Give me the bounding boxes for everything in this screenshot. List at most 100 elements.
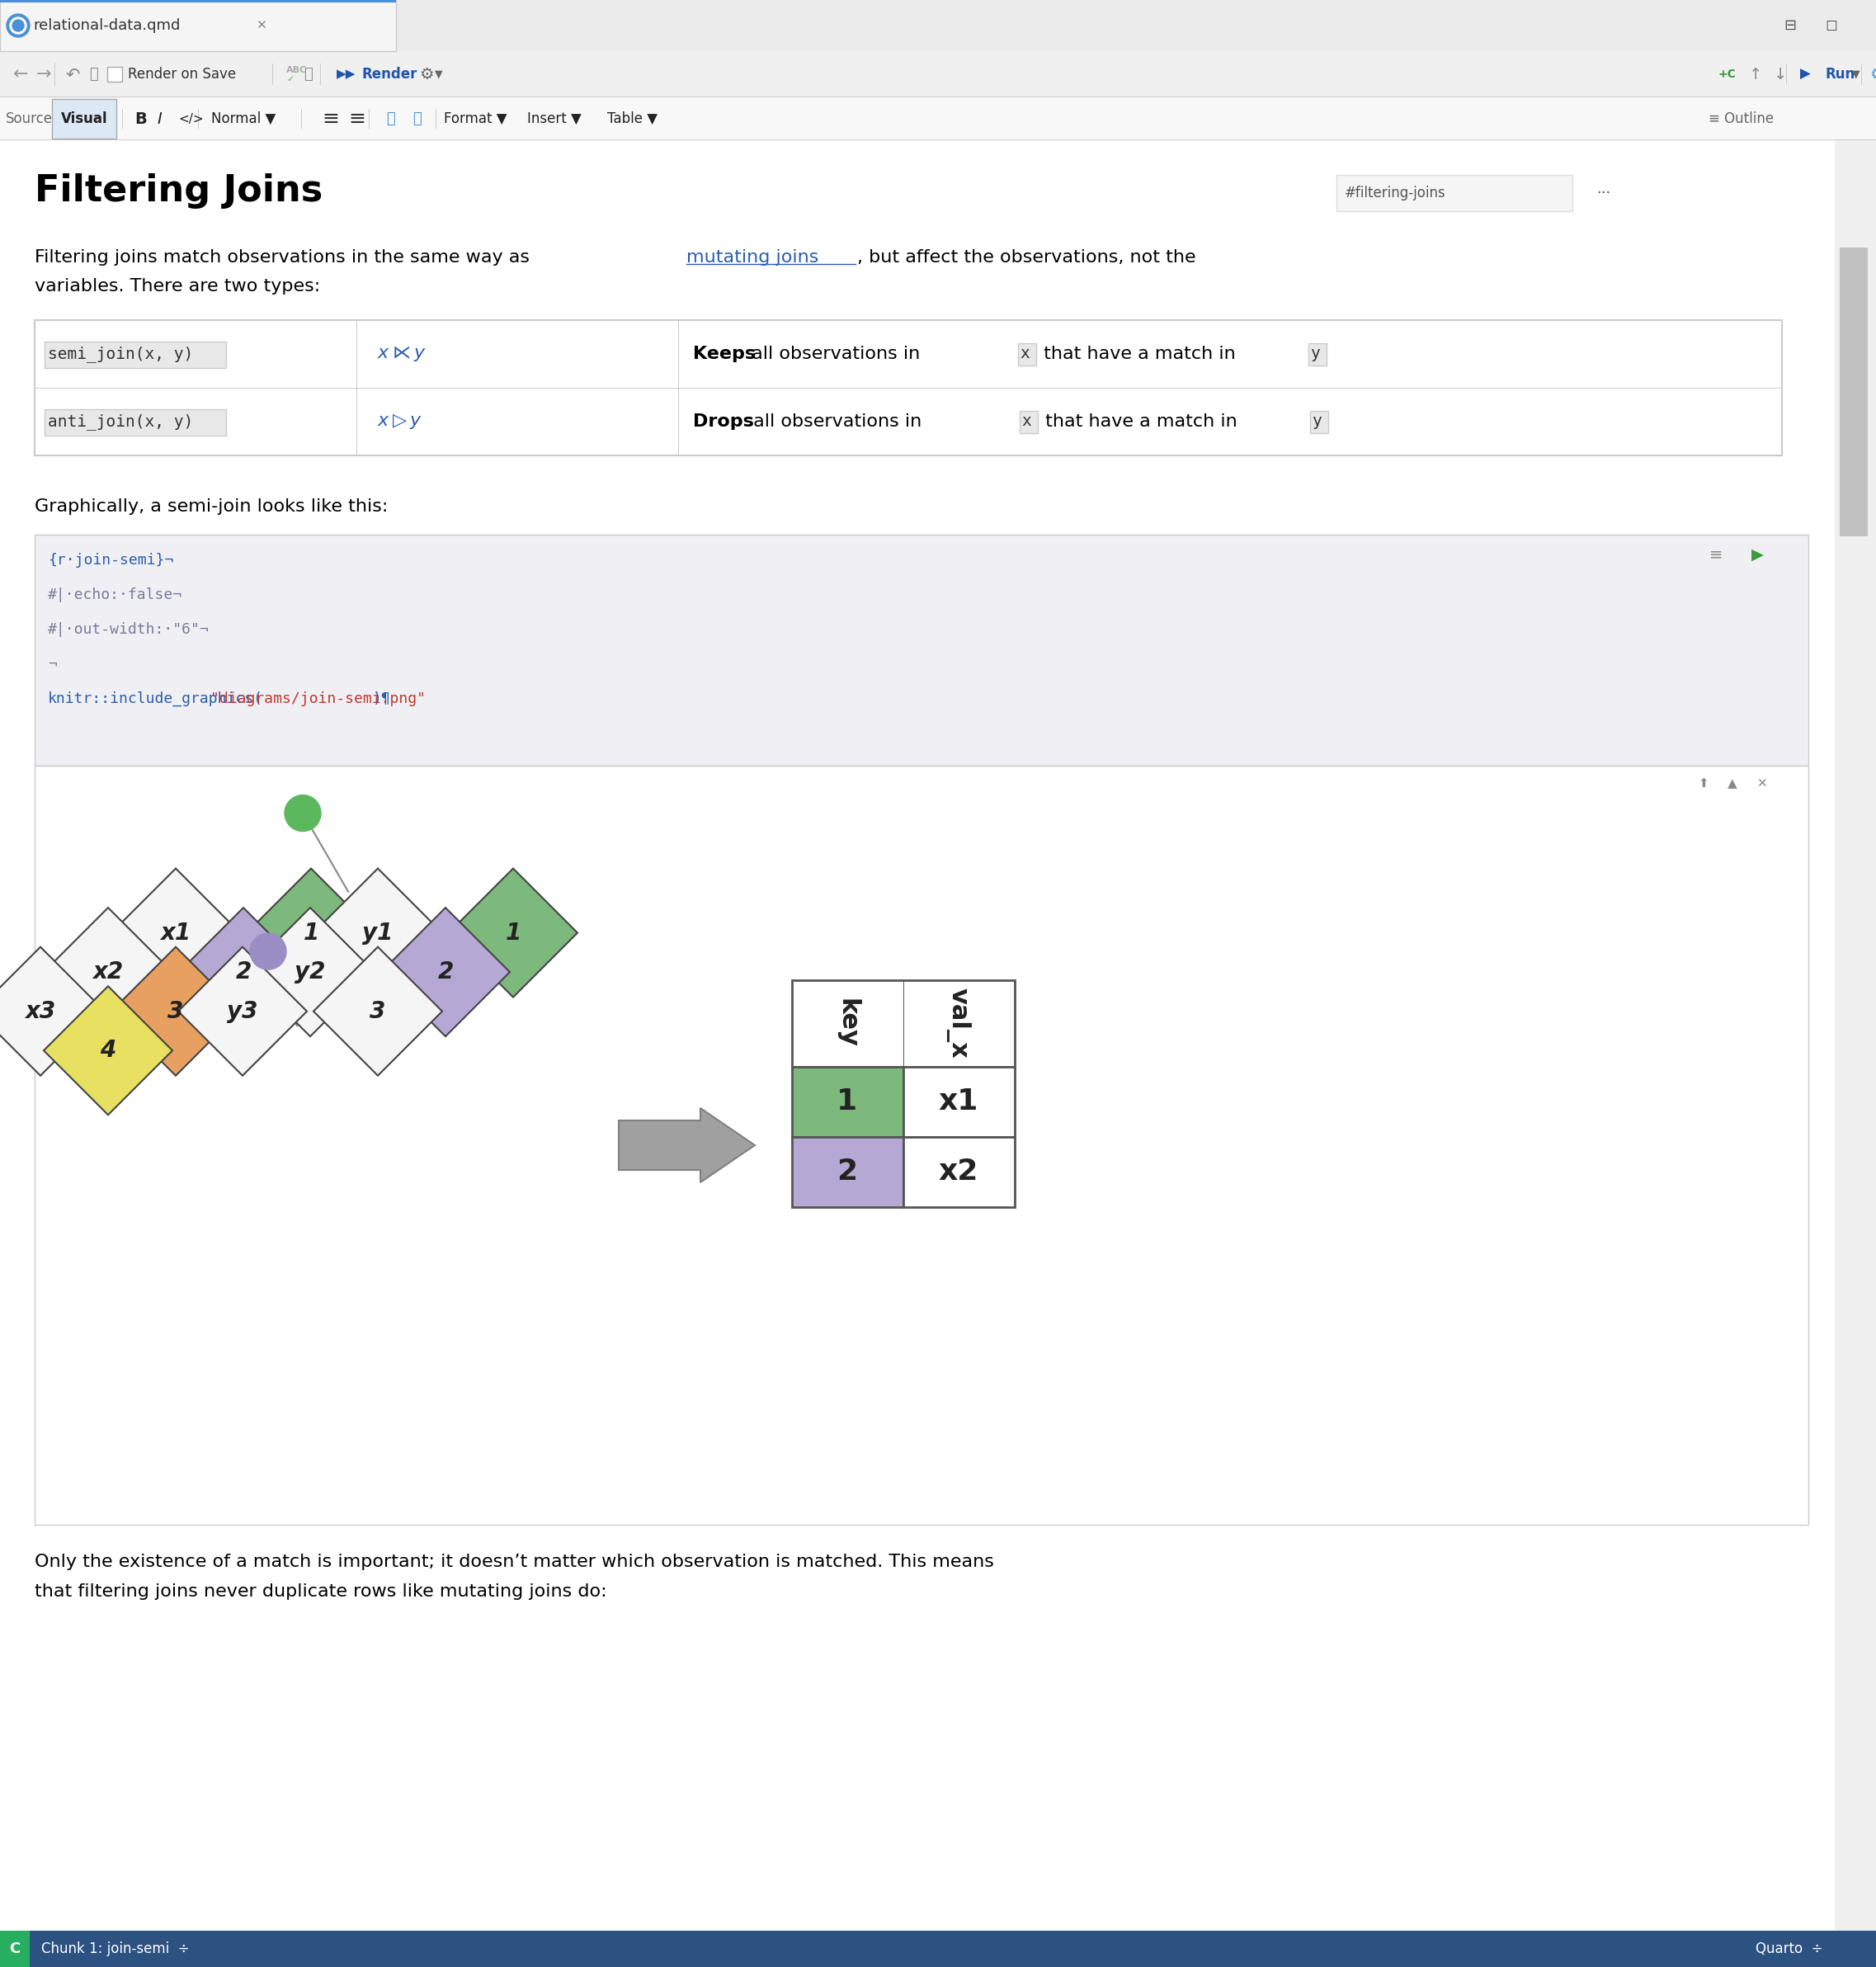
- Text: , but affect the observations, not the: , but affect the observations, not the: [857, 250, 1195, 266]
- Text: #|·echo:·false¬: #|·echo:·false¬: [49, 588, 182, 602]
- Text: Graphically, a semi-join looks like this:: Graphically, a semi-join looks like this…: [34, 498, 388, 515]
- Polygon shape: [313, 946, 443, 1076]
- Text: that have a match in: that have a match in: [1037, 346, 1242, 362]
- Text: ✕: ✕: [255, 20, 266, 31]
- Text: semi_join(x, y): semi_join(x, y): [49, 346, 193, 362]
- Circle shape: [285, 795, 321, 832]
- Text: ▶: ▶: [1750, 547, 1763, 563]
- Text: y1: y1: [362, 921, 394, 944]
- Bar: [1835, 140, 1876, 1932]
- Text: 3: 3: [167, 999, 184, 1023]
- Text: 🖼: 🖼: [413, 112, 422, 126]
- Bar: [1021, 411, 1037, 433]
- Text: →: →: [36, 67, 53, 83]
- Text: 1: 1: [837, 1088, 857, 1115]
- Text: Format ▼: Format ▼: [443, 112, 507, 126]
- Text: ←: ←: [13, 67, 28, 83]
- Text: x2: x2: [92, 960, 124, 984]
- Text: knitr::include_graphics(: knitr::include_graphics(: [49, 692, 263, 706]
- Text: B: B: [135, 110, 146, 126]
- Text: </>: </>: [178, 112, 203, 126]
- Text: ¬: ¬: [49, 657, 56, 671]
- Circle shape: [250, 932, 287, 970]
- Text: x1: x1: [938, 1088, 979, 1115]
- Polygon shape: [178, 907, 308, 1037]
- Text: key: key: [835, 999, 859, 1048]
- Bar: [0, 0, 396, 51]
- Bar: [792, 1066, 904, 1137]
- Text: ↶: ↶: [66, 67, 81, 83]
- Text: Visual: Visual: [60, 112, 107, 126]
- Bar: [107, 67, 122, 83]
- Text: Drops: Drops: [692, 413, 754, 431]
- Bar: [0, 0, 1876, 51]
- Text: ◻: ◻: [1825, 18, 1838, 33]
- Bar: [1309, 411, 1328, 433]
- Text: x3: x3: [24, 999, 56, 1023]
- Text: Filtering joins match observations in the same way as: Filtering joins match observations in th…: [34, 250, 535, 266]
- Text: y2: y2: [295, 960, 326, 984]
- Text: val_x: val_x: [946, 987, 972, 1058]
- Text: ≡: ≡: [349, 108, 366, 128]
- Text: ≡: ≡: [323, 108, 340, 128]
- Polygon shape: [178, 946, 308, 1076]
- Text: that have a match in: that have a match in: [1039, 413, 1244, 431]
- Bar: [1336, 175, 1572, 210]
- Text: x: x: [1021, 413, 1032, 429]
- Circle shape: [13, 20, 24, 31]
- Bar: [34, 321, 1782, 456]
- Text: )¶: )¶: [373, 692, 390, 706]
- Polygon shape: [448, 869, 578, 997]
- Bar: [0, 0, 396, 2]
- Bar: [792, 980, 1015, 1066]
- Text: relational-data.qmd: relational-data.qmd: [34, 18, 180, 33]
- Text: ⚙: ⚙: [1868, 67, 1876, 83]
- Text: 1: 1: [505, 921, 522, 944]
- Text: x: x: [1021, 346, 1030, 362]
- Circle shape: [9, 18, 26, 33]
- Text: ⬆: ⬆: [1698, 777, 1709, 791]
- Bar: [792, 1137, 904, 1208]
- Text: Render: Render: [362, 67, 416, 83]
- Text: ≡: ≡: [1709, 547, 1722, 563]
- Text: ABC: ABC: [287, 67, 308, 75]
- Text: 🔗: 🔗: [386, 112, 396, 126]
- Polygon shape: [111, 869, 240, 997]
- Bar: [0, 1932, 30, 1967]
- Text: +C: +C: [1718, 69, 1735, 81]
- Text: 🔍: 🔍: [304, 67, 313, 83]
- Bar: [1308, 342, 1326, 366]
- Circle shape: [8, 14, 30, 37]
- Text: 4: 4: [99, 1039, 116, 1062]
- Text: ↓: ↓: [1773, 67, 1788, 83]
- Polygon shape: [111, 946, 240, 1076]
- Text: Source: Source: [6, 112, 53, 126]
- Text: 🖫: 🖫: [88, 67, 98, 83]
- Bar: [1019, 342, 1036, 366]
- Text: ⚙: ⚙: [418, 67, 433, 83]
- Bar: [45, 342, 225, 368]
- Polygon shape: [381, 907, 510, 1037]
- Text: #|·out-width:·"6"¬: #|·out-width:·"6"¬: [49, 622, 210, 637]
- Text: I: I: [158, 110, 161, 126]
- Text: #filtering-joins: #filtering-joins: [1345, 185, 1446, 201]
- Text: 3: 3: [370, 999, 386, 1023]
- Text: Table ▼: Table ▼: [606, 112, 657, 126]
- Text: Render on Save: Render on Save: [128, 67, 236, 83]
- Text: ···: ···: [1596, 185, 1611, 201]
- Bar: [904, 1137, 1015, 1208]
- Text: Keeps: Keeps: [692, 346, 756, 362]
- Text: $x \triangleright y$: $x \triangleright y$: [377, 413, 422, 431]
- Text: x1: x1: [161, 921, 191, 944]
- Bar: [34, 535, 1808, 765]
- Text: Insert ▼: Insert ▼: [527, 112, 582, 126]
- Text: all observations in: all observations in: [747, 346, 927, 362]
- Text: anti_join(x, y): anti_join(x, y): [49, 413, 193, 431]
- Text: {r·join-semi}¬: {r·join-semi}¬: [49, 553, 173, 568]
- Text: y3: y3: [227, 999, 259, 1023]
- Text: ⊟: ⊟: [1784, 18, 1797, 33]
- Text: ≡ Outline: ≡ Outline: [1709, 112, 1773, 126]
- Text: Chunk 1: join-semi  ÷: Chunk 1: join-semi ÷: [41, 1941, 189, 1957]
- Bar: [0, 51, 1876, 96]
- Text: mutating joins: mutating joins: [687, 250, 818, 266]
